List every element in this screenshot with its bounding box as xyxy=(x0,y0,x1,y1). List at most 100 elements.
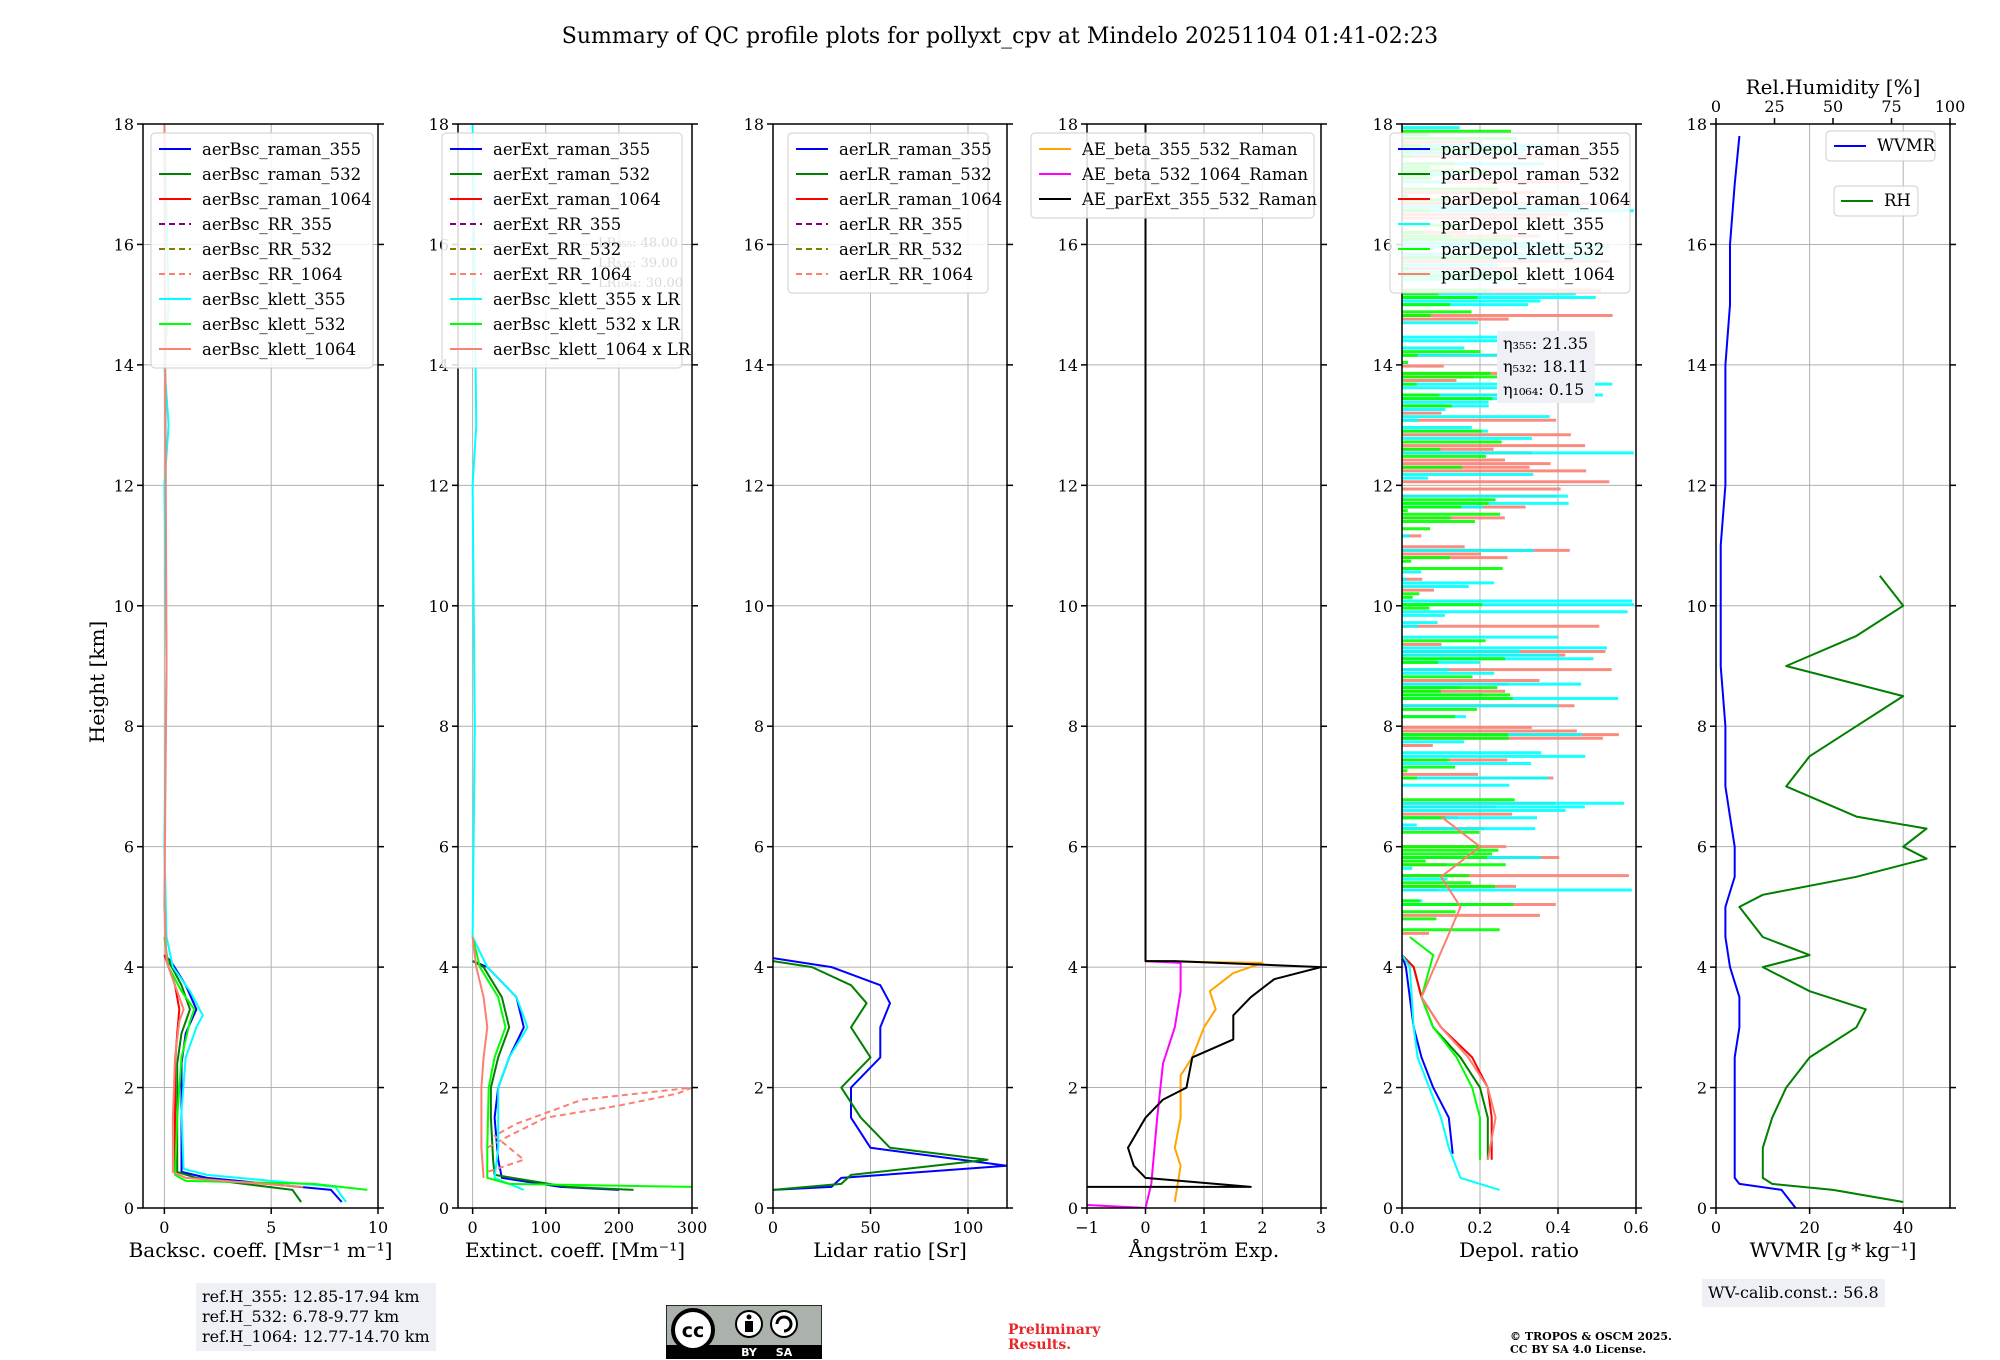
ytick-label: 12 xyxy=(114,476,134,495)
ytick-label: 10 xyxy=(1058,597,1078,616)
ytick-label: 12 xyxy=(744,476,764,495)
x-axis-label: Depol. ratio xyxy=(1459,1238,1579,1262)
ytick-label: 2 xyxy=(1068,1079,1078,1098)
series-WVMR xyxy=(1719,135,1797,1208)
cc-by-sa-logo: cc BY SA xyxy=(666,1305,822,1359)
ytick-label: 14 xyxy=(744,356,764,375)
legend-label: AE_beta_532_1064_Raman xyxy=(1081,165,1308,184)
xtick-label: 10 xyxy=(368,1218,388,1237)
ref-heights-box: ref.H_355: 12.85-17.94 km ref.H_532: 6.7… xyxy=(196,1283,436,1351)
wv-calib-box: WV-calib.const.: 56.8 xyxy=(1702,1279,1885,1307)
xtick-label: 200 xyxy=(604,1218,635,1237)
series-parDepol_klett_532 xyxy=(1409,936,1481,1160)
ref-height-1064: ref.H_1064: 12.77-14.70 km xyxy=(202,1327,430,1346)
legend-label: aerBsc_raman_355 xyxy=(202,140,361,159)
plot-area-lidarratio xyxy=(773,957,1007,1191)
series-AE_parExt_355_532_Raman xyxy=(1087,124,1321,1188)
eta-note: η₅₃₂: 18.11 xyxy=(1503,357,1588,376)
ytick-label: 18 xyxy=(1058,115,1078,134)
xtick-label: 0 xyxy=(468,1218,478,1237)
legend-box xyxy=(1833,185,1919,217)
xtick-label: 100 xyxy=(530,1218,561,1237)
cc-by-label: BY xyxy=(741,1346,758,1359)
legend-label: aerBsc_raman_1064 xyxy=(202,190,372,209)
axes-frame xyxy=(457,123,693,1209)
plot-area-angstrom xyxy=(1087,124,1321,1208)
series-parDepol_klett_355 xyxy=(1402,954,1500,1191)
ytick-label: 4 xyxy=(1383,958,1393,977)
xtick-label: 1 xyxy=(1199,1218,1209,1237)
series-aerBsc_klett_355 xyxy=(163,124,347,1203)
x-axis-label: Lidar ratio [Sr] xyxy=(813,1238,967,1262)
legend-label: aerLR_RR_532 xyxy=(839,240,963,259)
top-xtick-label: 75 xyxy=(1881,97,1901,116)
legend-label: aerLR_RR_1064 xyxy=(839,265,973,284)
legend-box xyxy=(1389,132,1631,294)
ytick-label: 2 xyxy=(754,1079,764,1098)
series-aerLR_raman_355 xyxy=(773,957,1007,1191)
ytick-label: 10 xyxy=(114,597,134,616)
axes-frame xyxy=(772,123,1008,1209)
legend-label: aerBsc_RR_1064 xyxy=(202,265,343,284)
ytick-label: 8 xyxy=(124,717,134,736)
legend-label: aerBsc_klett_532 xyxy=(202,315,346,334)
ytick-label: 14 xyxy=(1687,356,1707,375)
ytick-label: 2 xyxy=(439,1079,449,1098)
ytick-label: 4 xyxy=(754,958,764,977)
legend-box xyxy=(441,132,683,369)
legend-label: aerExt_raman_1064 xyxy=(493,190,661,209)
legend-label: parDepol_klett_532 xyxy=(1441,240,1604,259)
legend-depol: parDepol_raman_355 parDepol_raman_532 parD… xyxy=(1389,132,1631,294)
x-axis-label: Backsc. coeff. [Msr⁻¹ m⁻¹] xyxy=(129,1238,393,1262)
ytick-label: 10 xyxy=(1373,597,1393,616)
ytick-label: 4 xyxy=(124,958,134,977)
ytick-label: 10 xyxy=(744,597,764,616)
top-xtick-label: 0 xyxy=(1711,97,1721,116)
ytick-label: 18 xyxy=(744,115,764,134)
legend-label: aerBsc_klett_532 x LR xyxy=(493,315,680,334)
legend-label: aerBsc_RR_355 xyxy=(202,215,332,234)
xtick-label: 0 xyxy=(1711,1218,1721,1237)
legend-box xyxy=(787,132,989,294)
xtick-label: 5 xyxy=(266,1218,276,1237)
legend-label: aerExt_RR_532 xyxy=(493,240,621,259)
legend-label: aerLR_raman_532 xyxy=(839,165,992,184)
ref-height-355: ref.H_355: 12.85-17.94 km xyxy=(202,1287,420,1306)
top-xtick-label: 50 xyxy=(1823,97,1843,116)
ytick-label: 6 xyxy=(754,838,764,857)
ytick-label: 12 xyxy=(1687,476,1707,495)
legend-lidarratio: aerLR_raman_355 aerLR_raman_532 aerLR_rama… xyxy=(787,132,1002,294)
axes-frame xyxy=(142,123,379,1209)
series-parDepol_raman_1064 xyxy=(1402,954,1493,1160)
legend-label: aerBsc_klett_1064 xyxy=(202,340,356,359)
xtick-label: 20 xyxy=(1799,1218,1819,1237)
ytick-label: 16 xyxy=(1687,235,1707,254)
xtick-label: 0.0 xyxy=(1389,1218,1414,1237)
ytick-label: 0 xyxy=(1697,1199,1707,1218)
ytick-label: 16 xyxy=(114,235,134,254)
legend-box xyxy=(150,132,374,369)
ytick-label: 4 xyxy=(1068,958,1078,977)
ytick-label: 6 xyxy=(1383,838,1393,857)
xtick-label: 0.2 xyxy=(1467,1218,1492,1237)
legend-label: parDepol_raman_1064 xyxy=(1441,190,1630,209)
xtick-label: 2 xyxy=(1257,1218,1267,1237)
copyright-line-2: CC BY SA 4.0 License. xyxy=(1510,1343,1647,1356)
preliminary-line-1: Preliminary xyxy=(1008,1322,1101,1338)
ref-height-532: ref.H_532: 6.78-9.77 km xyxy=(202,1307,400,1326)
ytick-label: 10 xyxy=(429,597,449,616)
legend-label: aerBsc_raman_532 xyxy=(202,165,361,184)
legend-label: parDepol_raman_532 xyxy=(1441,165,1620,184)
ytick-label: 8 xyxy=(754,717,764,736)
legend-wvmr: WVMR xyxy=(1825,130,1936,162)
legend-label: parDepol_klett_355 xyxy=(1441,215,1604,234)
ytick-label: 18 xyxy=(1373,115,1393,134)
legend-box xyxy=(1825,130,1936,162)
series-RH xyxy=(1738,575,1928,1203)
top-xtick-label: 25 xyxy=(1764,97,1784,116)
preliminary-line-2: Results. xyxy=(1008,1337,1072,1353)
series-aerBsc_klett_532 x LR xyxy=(471,936,692,1188)
